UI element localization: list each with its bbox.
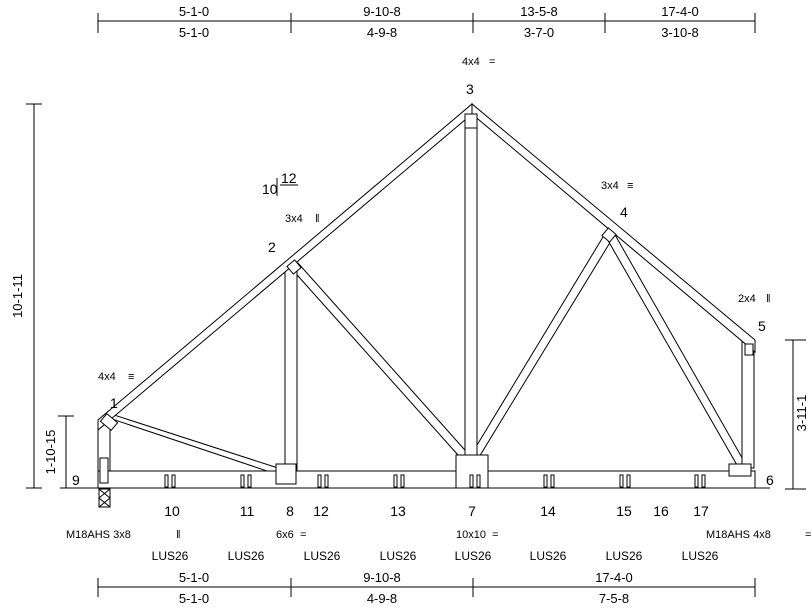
plate-orientation-icon: ‖: [766, 293, 771, 305]
plate-joint-3: [464, 113, 478, 129]
truss-members: [97, 102, 756, 489]
bottom-dim-upper-2: 9-10-8: [363, 570, 401, 585]
left-height-dimension: 10-1-11 1-10-15: [10, 103, 74, 489]
joint-label: 3: [466, 81, 474, 97]
top-chord-right: [471, 102, 756, 354]
right-height-dimension: 3-11-1: [785, 339, 809, 490]
bottom-dim-lower-1: 5-1-0: [179, 591, 209, 606]
joint-label: 4: [620, 204, 628, 220]
hanger-label: LUS26: [228, 549, 265, 563]
plate-orientation-icon: =: [492, 529, 498, 541]
joint-label: 7: [468, 503, 476, 519]
plate-orientation-icon: =: [805, 529, 811, 541]
pitch-symbol: 10 12: [262, 170, 298, 197]
joint-label: 6: [766, 472, 774, 488]
joint-label: 9: [72, 472, 80, 488]
web-2-7: [289, 262, 473, 465]
left-heel-height-label: 1-10-15: [43, 430, 58, 475]
joint-label: 10: [164, 503, 180, 519]
vertical-3-7: [464, 117, 478, 470]
plate-orientation-icon: ≡: [128, 371, 134, 383]
plate-joint-2: [286, 259, 302, 275]
plate-joint-1: [99, 412, 119, 432]
hanger-label: LUS26: [682, 549, 719, 563]
bottom-dim-lower-2: 4-9-8: [367, 591, 397, 606]
plate-joint-9: [99, 457, 109, 484]
top-dim-upper-1: 5-1-0: [179, 4, 209, 19]
plate-orientation-icon: ≡: [627, 180, 633, 192]
joint-label: 12: [313, 503, 329, 519]
overall-height-label: 10-1-11: [10, 274, 25, 318]
joint-label: 14: [540, 503, 556, 519]
hanger-label: LUS26: [455, 549, 492, 563]
top-joint-labels: 1 2 3 4 5: [110, 81, 766, 411]
bearing-support-icon: [98, 488, 111, 508]
joint-label: 17: [693, 503, 709, 519]
pitch-rise: 10: [262, 181, 278, 197]
top-dim-lower-4: 3-10-8: [661, 25, 699, 40]
joint-label: 2: [268, 239, 276, 255]
hanger-markers: [164, 474, 706, 488]
plate-joint-5: [744, 343, 754, 356]
top-dim-upper-4: 17-4-0: [661, 4, 699, 19]
top-dim-lower-1: 5-1-0: [179, 25, 209, 40]
bottom-dim-upper-3: 17-4-0: [595, 570, 633, 585]
joint-label: 8: [286, 503, 294, 519]
joint-label: 1: [110, 395, 118, 411]
plate-label-joint-7: 10x10: [456, 529, 486, 541]
plate-label-joint-5: 2x4: [738, 293, 756, 305]
bottom-dimension-line: 5-1-0 5-1-0 9-10-8 4-9-8 17-4-0 7-5-8: [97, 570, 756, 606]
plate-label-joint-9: M18AHS 3x8: [66, 529, 131, 541]
joint-label: 5: [758, 318, 766, 334]
plate-joint-4: [601, 227, 617, 243]
top-dim-lower-3: 3-7-0: [524, 25, 554, 40]
hanger-label: LUS26: [380, 549, 417, 563]
plate-joint-6: [728, 463, 752, 477]
plate-size-labels: 4x4 ≡ 3x4 ‖ 4x4 = 3x4 ≡ 2x4 ‖ M18AHS 3x8…: [66, 56, 811, 541]
pitch-run: 12: [281, 170, 297, 186]
hanger-label: LUS26: [606, 549, 643, 563]
bottom-chord: [97, 470, 756, 489]
hanger-label: LUS26: [152, 549, 189, 563]
joint-label: 13: [390, 503, 406, 519]
vertical-2-8: [284, 267, 298, 471]
web-4-6: [605, 232, 750, 473]
top-dim-upper-3: 13-5-8: [520, 4, 558, 19]
top-dim-upper-2: 9-10-8: [363, 4, 401, 19]
plate-label-joint-3: 4x4: [462, 56, 480, 68]
top-dim-lower-2: 4-9-8: [367, 25, 397, 40]
plate-label-joint-1: 4x4: [98, 371, 116, 383]
bottom-dim-lower-3: 7-5-8: [599, 591, 629, 606]
joint-label: 11: [240, 503, 255, 519]
plate-orientation-icon: ‖: [315, 213, 320, 225]
plate-joint-8: [275, 463, 297, 485]
plate-orientation-icon: =: [300, 529, 306, 541]
bottom-dim-upper-1: 5-1-0: [179, 570, 209, 585]
web-1-10: [101, 413, 279, 475]
plate-orientation-icon: ‖: [176, 529, 181, 541]
web-7-4: [467, 231, 615, 463]
top-dimension-line: 5-1-0 5-1-0 9-10-8 4-9-8 13-5-8 3-7-0 17…: [97, 4, 756, 40]
joint-plates: [99, 113, 754, 489]
hanger-labels: LUS26 LUS26 LUS26 LUS26 LUS26 LUS26 LUS2…: [152, 549, 719, 563]
hanger-label: LUS26: [304, 549, 341, 563]
plate-label-joint-4: 3x4: [601, 180, 619, 192]
plate-label-joint-6: M18AHS 4x8: [706, 529, 771, 541]
bottom-joint-labels: 9 10 11 8 12 13 7 14 15 16 17 6: [72, 472, 774, 519]
plate-orientation-icon: =: [489, 56, 495, 68]
plate-label-joint-2: 3x4: [285, 213, 303, 225]
joint-label: 15: [616, 503, 632, 519]
right-heel-height-label: 3-11-1: [794, 395, 809, 432]
vertical-5-6: [741, 339, 755, 469]
hanger-label: LUS26: [530, 549, 567, 563]
plate-label-joint-8: 6x6: [276, 529, 294, 541]
joint-label: 16: [653, 503, 669, 519]
